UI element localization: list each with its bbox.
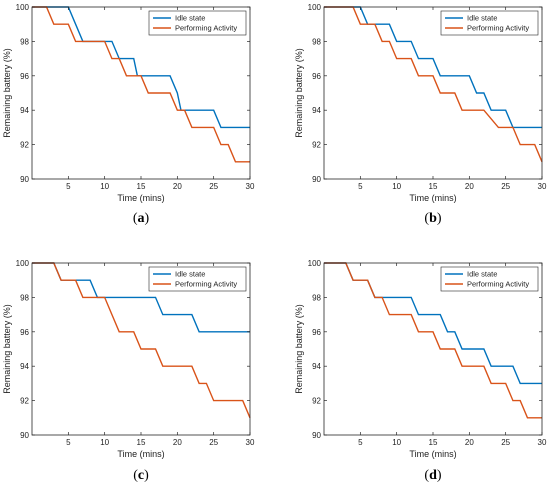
panel-caption: (b): [424, 211, 441, 226]
chart-panel-c: 5 10 15 20 25 30 90 92 94 96 98 100 Time (mins) Remai…: [2, 259, 255, 483]
y-axis-label: Remaining battery (%): [2, 48, 12, 138]
x-tick-label: 15: [137, 182, 146, 191]
y-tick-label: 92: [20, 141, 29, 150]
x-tick-label: 25: [501, 182, 510, 191]
x-tick-label: 20: [465, 182, 474, 191]
y-axis-label: Remaining battery (%): [294, 304, 304, 394]
x-tick-label: 30: [246, 438, 255, 447]
series-line-activity: [324, 6, 543, 163]
y-tick-label: 92: [312, 141, 321, 150]
legend-label-idle: Idle state: [467, 270, 497, 279]
y-tick-label: 100: [16, 259, 30, 268]
panel-letter: b: [429, 211, 437, 226]
series-line-activity: [32, 262, 251, 419]
legend-box: [440, 10, 539, 36]
y-tick-label: 90: [20, 175, 29, 184]
y-tick-label: 92: [312, 397, 321, 406]
x-tick-label: 10: [392, 438, 401, 447]
panel-caption: (a): [133, 211, 150, 226]
x-tick-label: 10: [100, 182, 109, 191]
y-tick-label: 94: [20, 106, 29, 115]
x-tick-label: 10: [100, 438, 109, 447]
x-axis-label: Time (mins): [117, 449, 164, 459]
x-tick-label: 30: [246, 182, 255, 191]
legend-box: [148, 10, 247, 36]
y-tick-label: 94: [312, 106, 321, 115]
x-tick-label: 20: [465, 438, 474, 447]
y-tick-label: 96: [312, 328, 321, 337]
y-tick-label: 96: [20, 72, 29, 81]
x-tick-label: 25: [209, 438, 218, 447]
panel-letter: c: [138, 468, 144, 483]
x-tick-label: 15: [429, 438, 438, 447]
y-tick-label: 96: [312, 72, 321, 81]
x-axis-label: Time (mins): [409, 193, 456, 203]
panel-caption: (c): [133, 468, 149, 483]
x-axis-label: Time (mins): [409, 449, 456, 459]
legend-box: [440, 266, 539, 292]
y-axis-label: Remaining battery (%): [294, 48, 304, 138]
chart-panel-b: 5 10 15 20 25 30 90 92 94 96 98 100 Time (mins) Remai…: [294, 3, 547, 226]
x-tick-label: 15: [137, 438, 146, 447]
legend-label-activity: Performing Activity: [467, 24, 529, 33]
legend-box: [148, 266, 247, 292]
legend-label-activity: Performing Activity: [175, 24, 237, 33]
y-tick-label: 96: [20, 328, 29, 337]
y-tick-label: 90: [312, 175, 321, 184]
y-tick-label: 100: [308, 3, 322, 12]
y-tick-label: 100: [16, 3, 30, 12]
x-tick-label: 30: [538, 182, 547, 191]
x-tick-label: 5: [358, 182, 363, 191]
y-tick-label: 98: [20, 293, 29, 302]
chart-panel-d: 5 10 15 20 25 30 90 92 94 96 98 100 Time (mins) Remai…: [294, 259, 547, 483]
y-tick-label: 92: [20, 397, 29, 406]
series-line-idle: [324, 6, 542, 129]
legend-label-idle: Idle state: [175, 270, 205, 279]
x-tick-label: 25: [209, 182, 218, 191]
series-line-activity: [32, 6, 250, 163]
legend-label-activity: Performing Activity: [467, 280, 529, 289]
y-axis-label: Remaining battery (%): [2, 304, 12, 394]
panel-caption: (d): [424, 468, 441, 483]
chart-panel-a: 5 10 15 20 25 30 90 92 94 96 98 100 Time (mins) Remai…: [2, 3, 255, 226]
x-tick-label: 5: [66, 438, 71, 447]
x-tick-label: 5: [358, 438, 363, 447]
panel-letter: a: [138, 211, 145, 226]
panel-letter: d: [429, 468, 437, 483]
x-tick-label: 25: [501, 438, 510, 447]
y-tick-label: 98: [312, 293, 321, 302]
x-tick-label: 10: [392, 182, 401, 191]
legend-label-idle: Idle state: [467, 14, 497, 23]
y-tick-label: 94: [20, 362, 29, 371]
x-tick-label: 15: [429, 182, 438, 191]
x-axis-label: Time (mins): [117, 193, 164, 203]
y-tick-label: 94: [312, 362, 321, 371]
legend-label-activity: Performing Activity: [175, 280, 237, 289]
series-line-activity: [324, 262, 542, 419]
x-tick-label: 5: [66, 182, 71, 191]
series-line-idle: [32, 6, 250, 129]
y-tick-label: 98: [312, 37, 321, 46]
x-tick-label: 20: [173, 438, 182, 447]
y-tick-label: 98: [20, 37, 29, 46]
x-tick-label: 20: [173, 182, 182, 191]
legend-label-idle: Idle state: [175, 14, 205, 23]
y-tick-label: 90: [312, 431, 321, 440]
y-tick-label: 100: [308, 259, 322, 268]
y-tick-label: 90: [20, 431, 29, 440]
x-tick-label: 30: [538, 438, 547, 447]
